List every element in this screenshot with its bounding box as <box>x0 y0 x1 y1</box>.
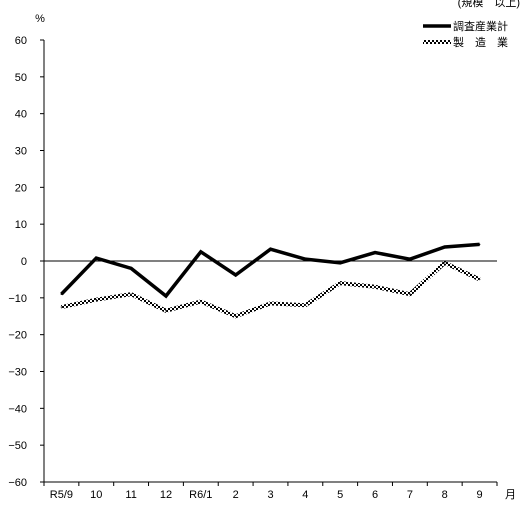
legend-label: 調査産業計 <box>453 19 508 33</box>
y-tick-label: −30 <box>8 367 27 379</box>
data-point <box>130 267 132 270</box>
data-point <box>165 309 167 312</box>
data-point <box>409 258 411 260</box>
data-point <box>478 243 481 246</box>
data-point <box>60 293 63 295</box>
data-point <box>443 262 446 264</box>
data-point <box>478 278 481 281</box>
x-tick-label: 3 <box>267 489 273 501</box>
data-point <box>409 293 411 295</box>
data-point <box>374 251 376 254</box>
data-point <box>269 248 272 251</box>
y-tick-label: 60 <box>15 35 27 47</box>
data-point <box>339 262 341 264</box>
data-point <box>200 300 202 303</box>
y-tick-label: 50 <box>15 72 27 84</box>
data-point <box>304 258 307 260</box>
x-tick-label: 11 <box>125 489 136 501</box>
data-point <box>165 295 167 297</box>
y-tick-label: 10 <box>15 219 27 231</box>
x-tick-label: 8 <box>442 489 448 501</box>
x-tick-label: 9 <box>477 489 483 501</box>
y-tick-label: 20 <box>15 182 27 194</box>
y-tick-label: −60 <box>8 477 27 489</box>
data-point <box>130 293 132 295</box>
data-point <box>95 298 98 301</box>
x-tick-label: 12 <box>160 489 172 501</box>
data-point <box>234 274 237 276</box>
y-tick-label: −40 <box>8 403 27 415</box>
y-tick-label: 40 <box>15 109 27 121</box>
x-tick-label: 7 <box>407 489 413 501</box>
y-tick-label: 30 <box>15 146 27 158</box>
y-axis-unit-label: % <box>35 13 45 25</box>
x-tick-label: 5 <box>337 489 343 501</box>
corner-note: (規模 以上) <box>458 0 520 9</box>
y-axis-ticks: 60 50 40 30 20 10 0 −10 −20 −30 −40 −50 −60 <box>8 35 44 489</box>
data-point <box>269 302 272 305</box>
x-tick-label: R6/1 <box>189 489 212 501</box>
data-point <box>443 246 446 248</box>
y-tick-label: −20 <box>8 330 27 342</box>
x-tick-label: 10 <box>90 489 102 501</box>
data-point <box>339 282 341 284</box>
y-tick-label: 0 <box>21 256 27 268</box>
data-point <box>95 257 98 259</box>
x-tick-label: 2 <box>233 489 239 501</box>
legend-label: 製 造 業 <box>453 35 508 49</box>
x-tick-label: 6 <box>372 489 378 501</box>
y-tick-label: −50 <box>8 440 27 452</box>
data-point <box>374 285 376 288</box>
x-tick-label: 4 <box>302 489 308 501</box>
data-point <box>200 250 202 253</box>
data-point <box>304 304 307 307</box>
series-line-manufacturing <box>61 260 481 319</box>
x-axis-ticks: R5/9 10 11 12 R6/1 2 3 4 5 6 7 8 9 <box>43 482 498 501</box>
x-tick-label: R5/9 <box>50 489 73 501</box>
y-tick-label: −10 <box>8 293 27 305</box>
x-axis-unit-label: 月 <box>505 489 516 501</box>
series-layer <box>60 242 481 319</box>
data-point <box>234 315 237 318</box>
data-point <box>60 306 63 308</box>
